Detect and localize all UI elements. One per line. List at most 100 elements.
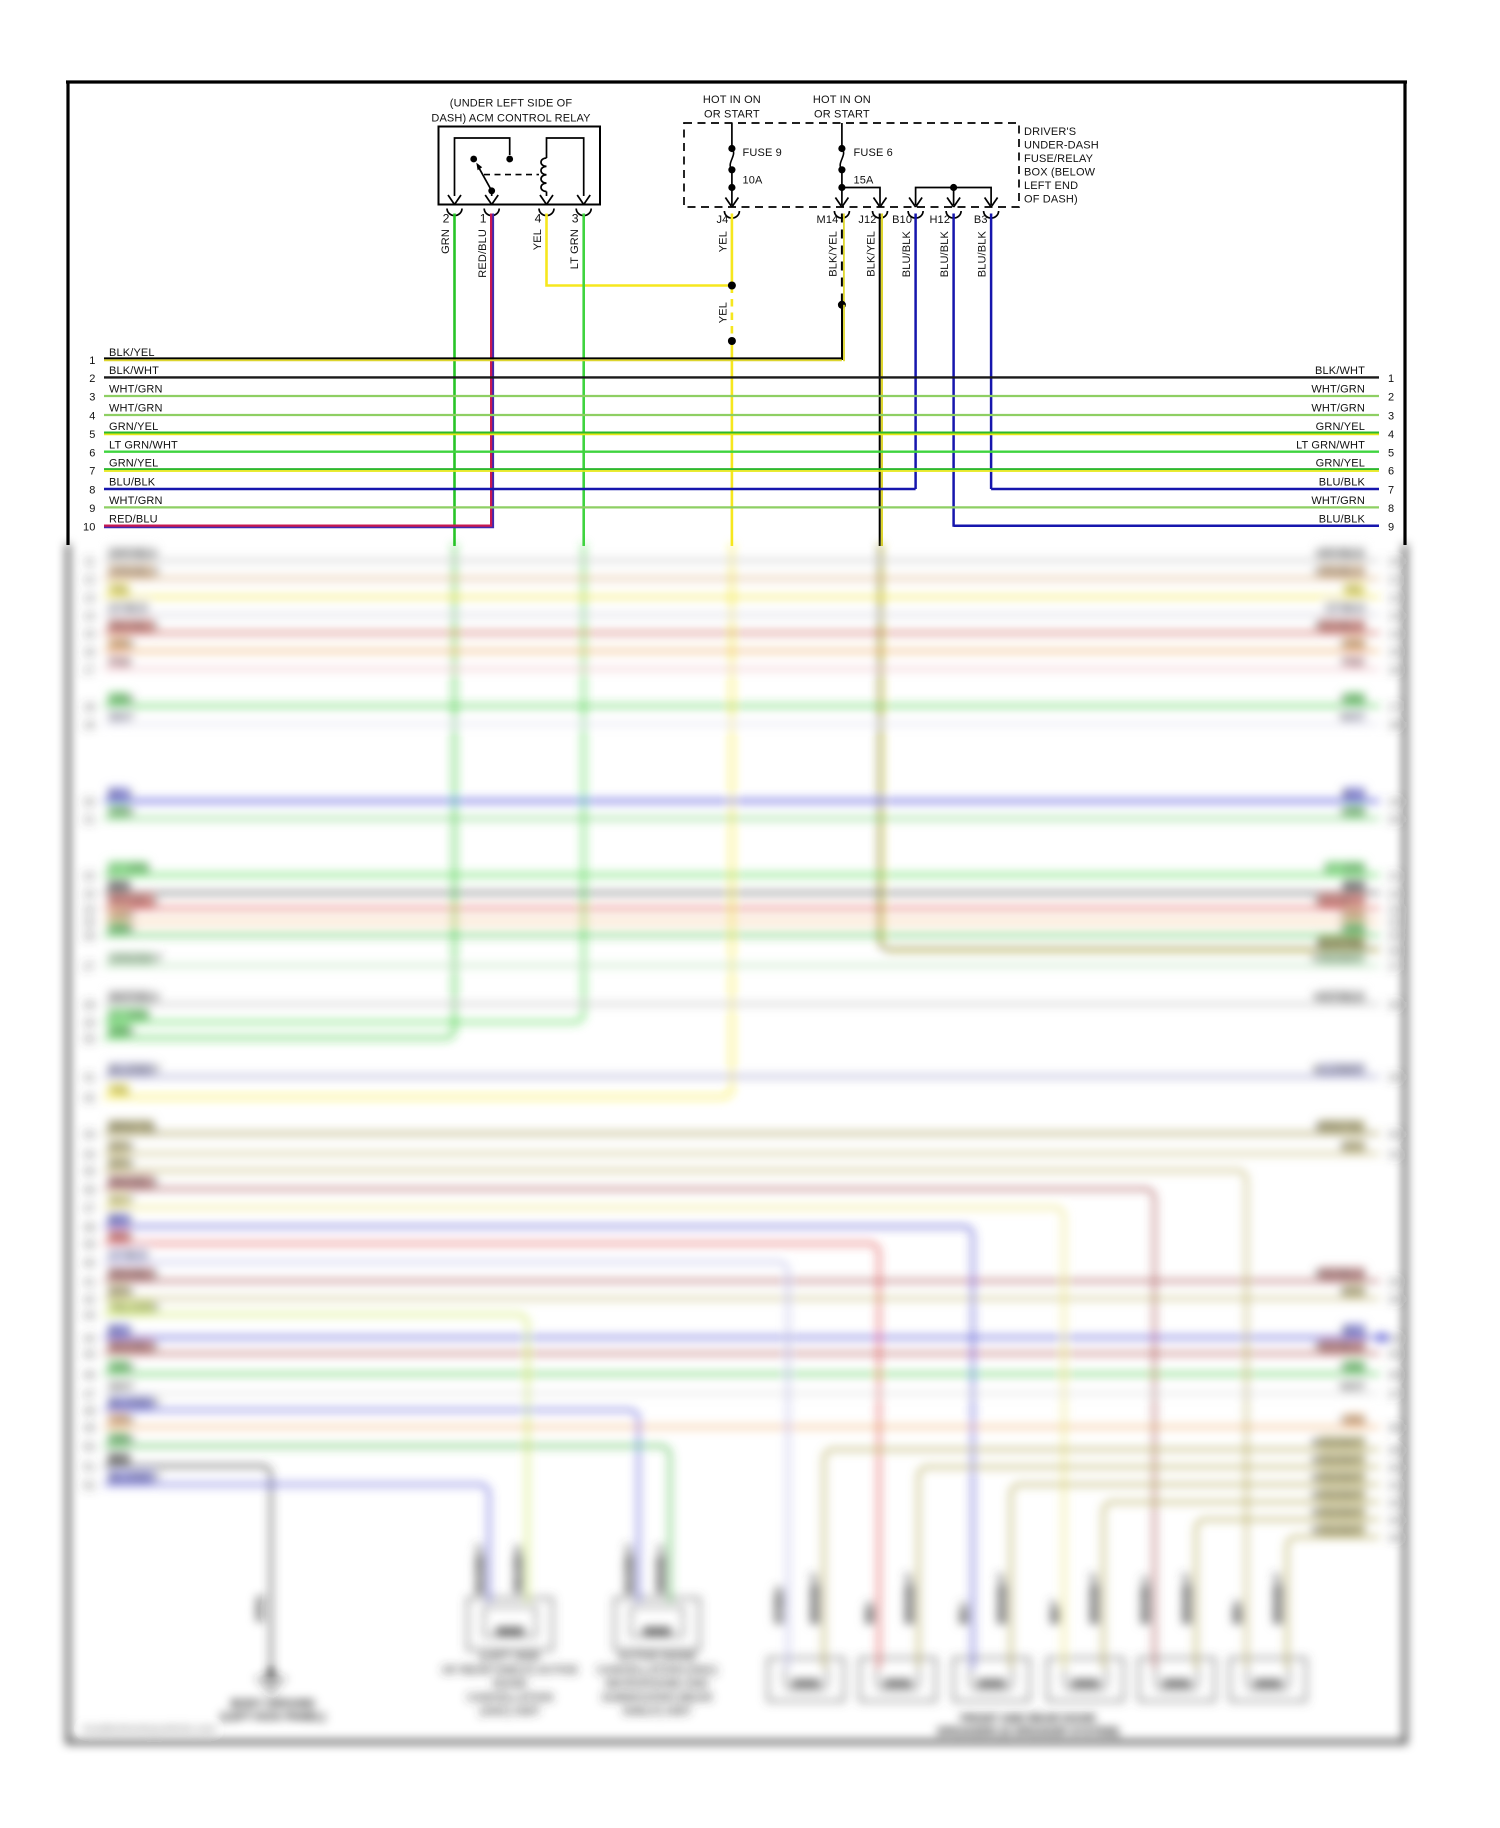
svg-text:30: 30 xyxy=(1388,1129,1401,1141)
svg-text:RED/BLK: RED/BLK xyxy=(109,896,159,908)
svg-text:BRN/WHT: BRN/WHT xyxy=(1312,1472,1365,1484)
svg-text:21: 21 xyxy=(1388,871,1401,883)
svg-text:BLU/BLK: BLU/BLK xyxy=(977,230,989,277)
svg-text:BLU/WHT: BLU/WHT xyxy=(109,1398,161,1410)
svg-text:9: 9 xyxy=(1388,521,1394,533)
svg-text:H12: H12 xyxy=(929,214,950,226)
svg-text:29: 29 xyxy=(83,1018,96,1030)
svg-text:BRN: BRN xyxy=(1341,1141,1365,1153)
svg-text:ORN: ORN xyxy=(109,909,134,921)
svg-text:OF REAR SHELF) ACTIVE: OF REAR SHELF) ACTIVE xyxy=(442,1665,578,1677)
svg-text:25: 25 xyxy=(83,917,96,929)
svg-text:(LEFT KICK PANEL): (LEFT KICK PANEL) xyxy=(221,1711,326,1723)
svg-text:B3: B3 xyxy=(974,214,988,226)
svg-text:PNK: PNK xyxy=(1341,657,1365,669)
svg-text:10: 10 xyxy=(83,521,96,533)
svg-text:7: 7 xyxy=(1388,485,1394,497)
svg-text:25: 25 xyxy=(1388,931,1401,943)
svg-text:GRN/YEL: GRN/YEL xyxy=(1316,458,1365,470)
svg-text:ORN: ORN xyxy=(1340,909,1365,921)
svg-text:23: 23 xyxy=(83,889,96,901)
svg-text:YEL/GRN: YEL/GRN xyxy=(513,1545,525,1594)
svg-text:52: 52 xyxy=(83,1480,96,1492)
svg-text:26: 26 xyxy=(1388,946,1401,958)
svg-text:WHT/BLK: WHT/BLK xyxy=(1313,992,1365,1004)
svg-text:BRN/WHT: BRN/WHT xyxy=(1273,1572,1285,1624)
svg-text:RED/BLK: RED/BLK xyxy=(1140,1575,1152,1624)
svg-text:38: 38 xyxy=(83,1222,96,1234)
svg-text:5: 5 xyxy=(89,429,95,441)
svg-text:10: 10 xyxy=(1388,556,1401,568)
svg-text:46: 46 xyxy=(83,1370,96,1382)
svg-text:16: 16 xyxy=(83,647,96,659)
svg-text:GRN/YEL: GRN/YEL xyxy=(1316,421,1365,433)
svg-text:40: 40 xyxy=(1388,1463,1401,1475)
svg-text:12: 12 xyxy=(1388,593,1401,605)
svg-text:15: 15 xyxy=(83,629,96,641)
svg-text:45: 45 xyxy=(83,1349,96,1361)
svg-text:27: 27 xyxy=(83,961,96,973)
svg-text:LT GRN/WHT: LT GRN/WHT xyxy=(109,439,178,451)
svg-text:LT GRN: LT GRN xyxy=(109,1010,150,1022)
svg-text:BLU/WHT: BLU/WHT xyxy=(109,1472,161,1484)
svg-text:3: 3 xyxy=(572,212,579,226)
svg-text:LT BLU: LT BLU xyxy=(109,603,148,615)
svg-text:WHT: WHT xyxy=(109,1195,135,1207)
svg-text:BLU: BLU xyxy=(958,1601,970,1624)
svg-text:BLK/YEL: BLK/YEL xyxy=(1317,938,1365,950)
svg-text:RED/BLK: RED/BLK xyxy=(1315,1269,1365,1281)
svg-text:11: 11 xyxy=(84,556,96,568)
svg-text:7: 7 xyxy=(89,466,95,478)
svg-text:RED/BLK: RED/BLK xyxy=(1315,1341,1365,1353)
svg-text:ACTIVE NOISE: ACTIVE NOISE xyxy=(618,1651,696,1663)
svg-text:34: 34 xyxy=(83,1149,96,1161)
svg-text:26: 26 xyxy=(83,931,96,943)
svg-text:38: 38 xyxy=(1388,1423,1401,1435)
svg-text:RED/BLK: RED/BLK xyxy=(109,1177,159,1189)
svg-text:BLU/BLK: BLU/BLK xyxy=(901,230,913,277)
svg-text:HOT IN ON: HOT IN ON xyxy=(813,94,871,106)
svg-text:DASH) ACM CONTROL RELAY: DASH) ACM CONTROL RELAY xyxy=(431,113,591,125)
svg-text:BLU: BLU xyxy=(1342,1325,1365,1337)
svg-text:J4: J4 xyxy=(716,214,728,226)
svg-text:GRN/WHT: GRN/WHT xyxy=(109,953,163,965)
svg-text:GRY/BLK: GRY/BLK xyxy=(109,548,159,560)
svg-text:30: 30 xyxy=(83,1034,96,1046)
svg-text:YEL: YEL xyxy=(717,231,729,252)
svg-text:BLU/WHT: BLU/WHT xyxy=(624,1543,636,1594)
svg-text:1: 1 xyxy=(89,355,95,367)
svg-text:BLU: BLU xyxy=(109,789,132,801)
svg-text:31: 31 xyxy=(1388,1149,1401,1161)
svg-text:BRN: BRN xyxy=(109,1286,133,1298)
svg-text:14: 14 xyxy=(83,611,96,623)
svg-text:11: 11 xyxy=(1388,574,1400,586)
svg-text:LT GRN/WHT: LT GRN/WHT xyxy=(1296,439,1365,451)
svg-text:ORN: ORN xyxy=(1340,1415,1365,1427)
svg-text:FRONT AND REAR DOOR: FRONT AND REAR DOOR xyxy=(960,1713,1095,1725)
svg-text:44: 44 xyxy=(1388,1533,1401,1545)
svg-text:14: 14 xyxy=(1388,629,1401,641)
svg-text:GRN: GRN xyxy=(109,1434,134,1446)
svg-text:13: 13 xyxy=(83,593,96,605)
svg-text:G501: G501 xyxy=(255,1595,267,1622)
svg-text:ORN/BLK: ORN/BLK xyxy=(109,566,160,578)
svg-text:BLU: BLU xyxy=(109,1214,132,1226)
svg-text:YEL: YEL xyxy=(109,585,131,597)
svg-text:RED/BLK: RED/BLK xyxy=(1315,896,1365,908)
svg-text:3: 3 xyxy=(1388,411,1394,423)
svg-text:HOT IN ON: HOT IN ON xyxy=(703,94,761,106)
svg-text:M14: M14 xyxy=(817,214,839,226)
svg-text:LT GRN: LT GRN xyxy=(1324,863,1365,875)
svg-text:15A: 15A xyxy=(854,175,875,187)
svg-text:WHT: WHT xyxy=(1340,1381,1366,1393)
svg-text:BLU: BLU xyxy=(109,1325,132,1337)
svg-text:BODY GROUND: BODY GROUND xyxy=(231,1698,315,1710)
svg-text:BLU/BLK: BLU/BLK xyxy=(1319,477,1366,489)
svg-text:2: 2 xyxy=(1388,392,1394,404)
svg-text:LT BLU: LT BLU xyxy=(109,1250,148,1262)
svg-text:(ANC) UNIT: (ANC) UNIT xyxy=(480,1705,541,1717)
svg-text:1: 1 xyxy=(480,212,487,226)
svg-text:BLK: BLK xyxy=(109,1454,132,1466)
svg-text:43: 43 xyxy=(1388,1515,1401,1527)
svg-text:FUSE/RELAY: FUSE/RELAY xyxy=(1024,153,1094,165)
